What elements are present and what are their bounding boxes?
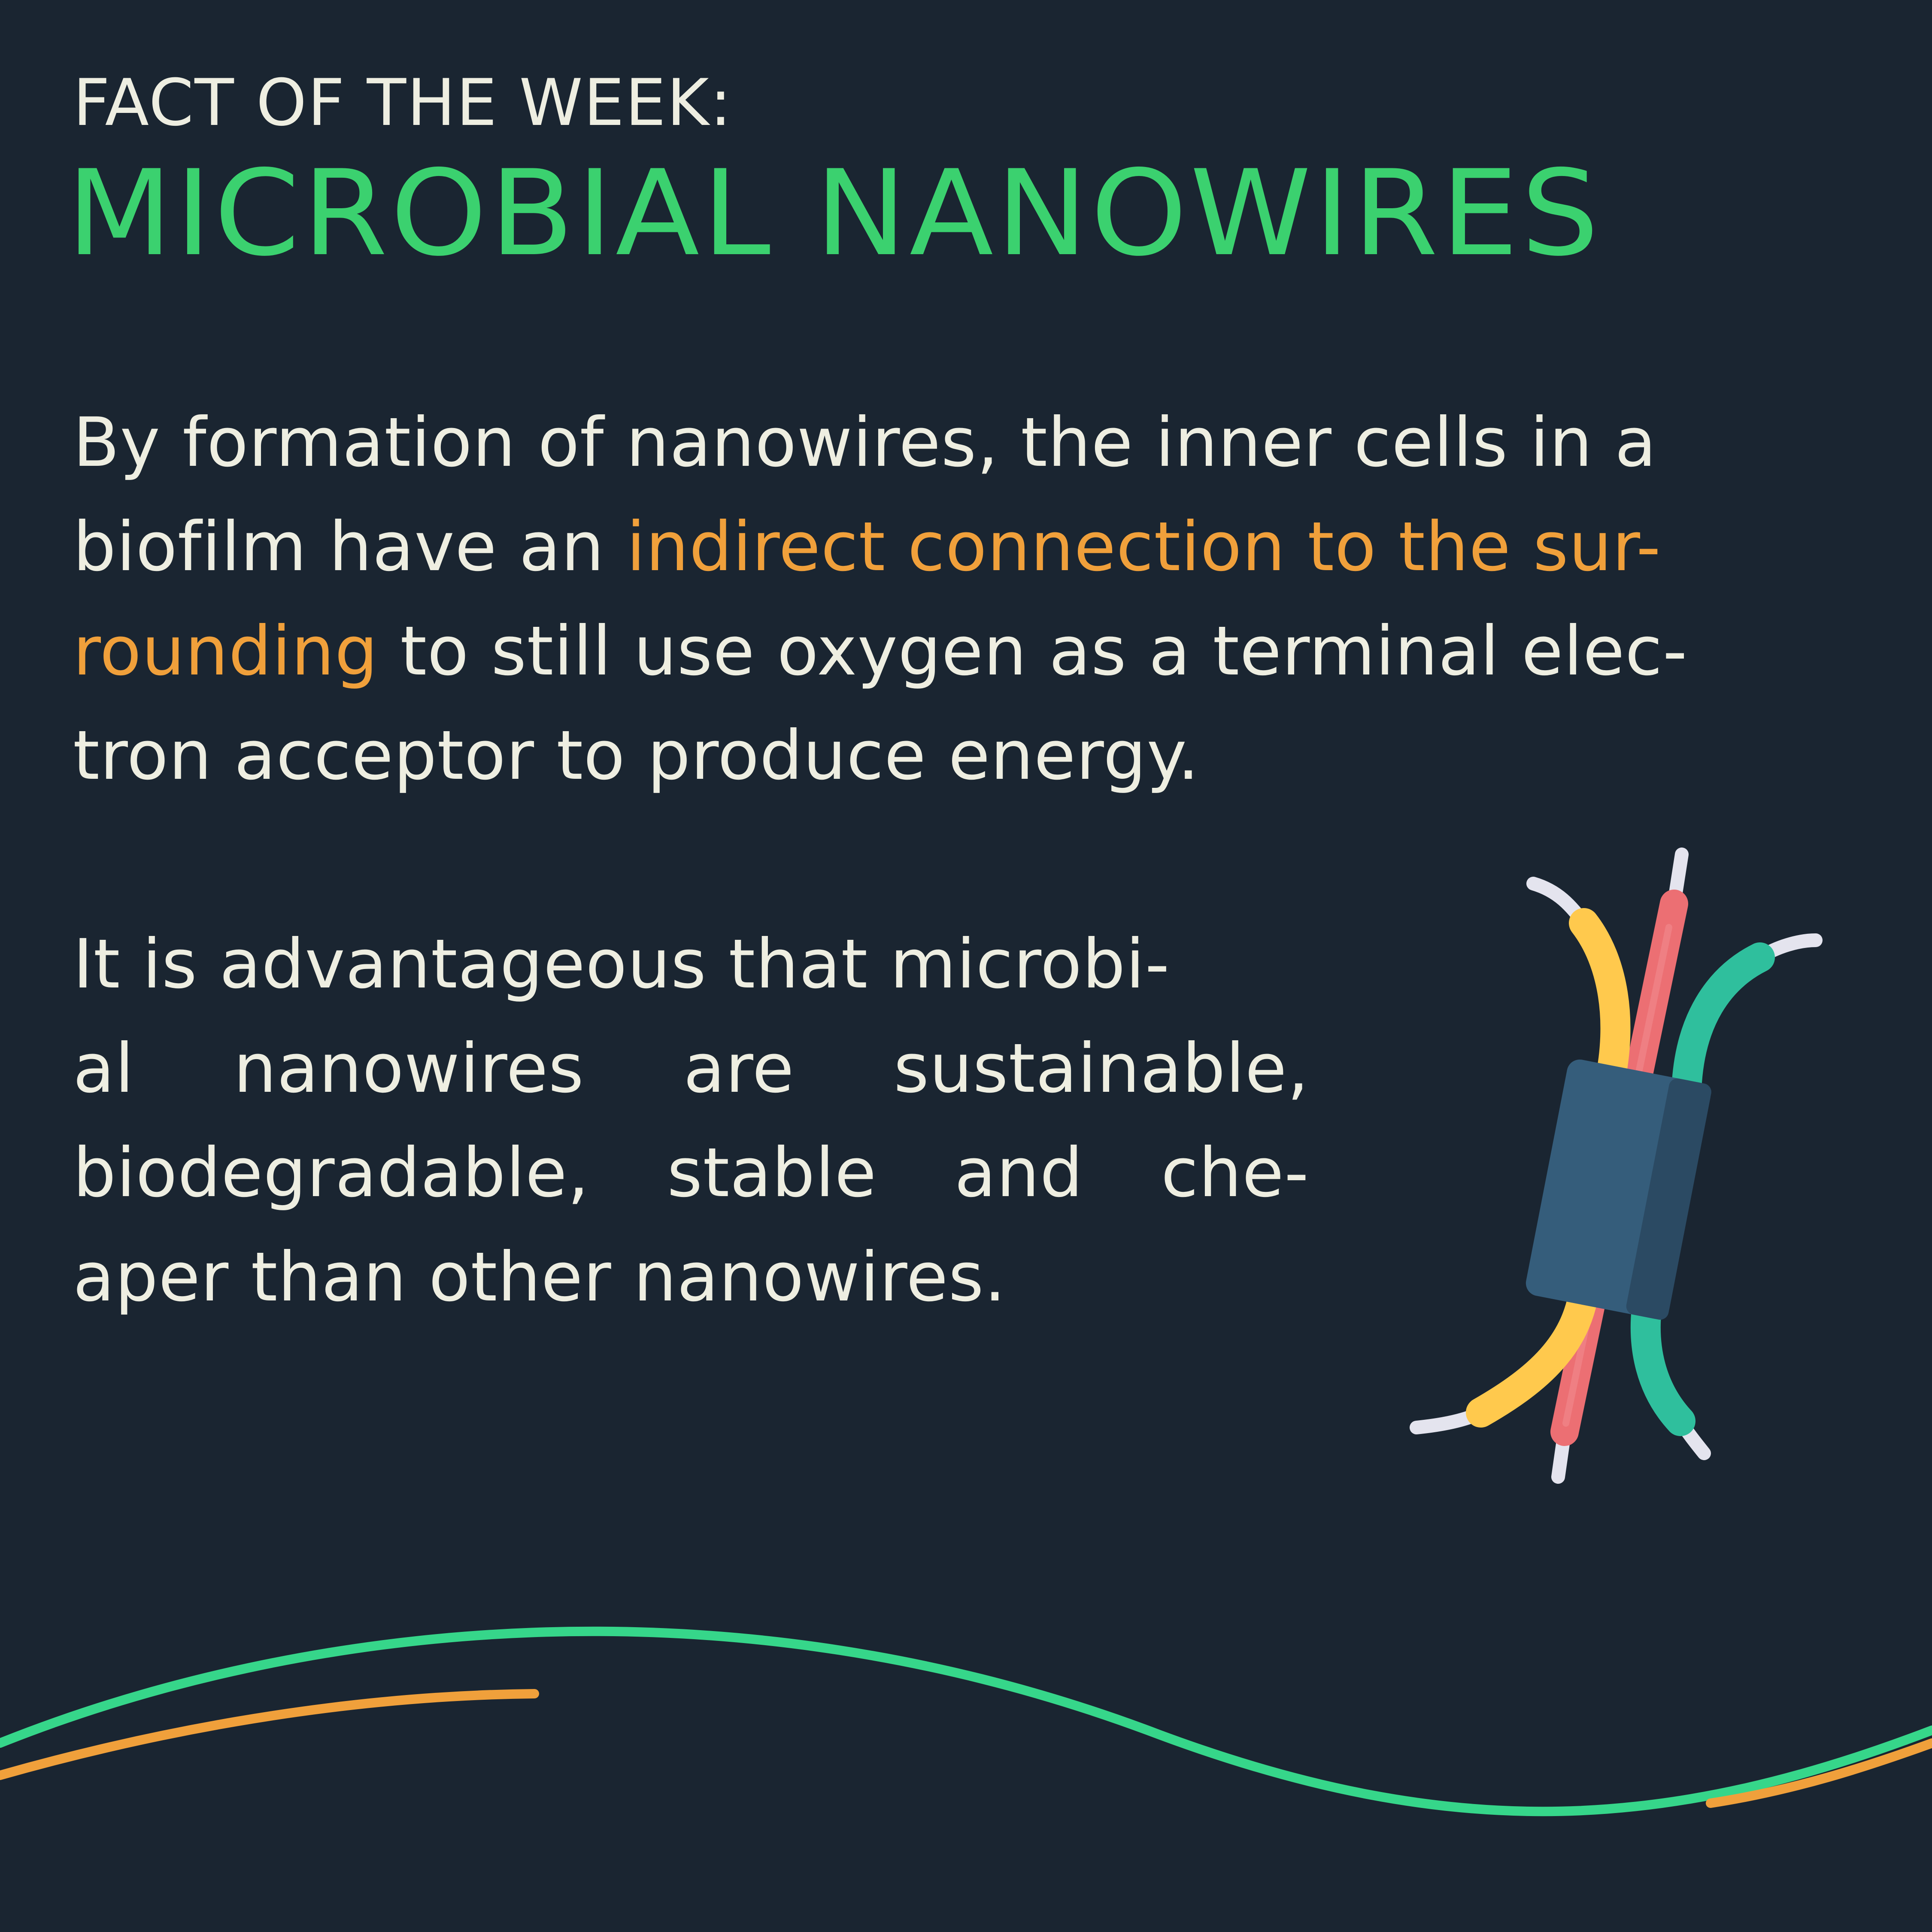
- cable-sleeve: [1526, 1059, 1711, 1320]
- yellow-wire: [1569, 908, 1631, 1097]
- sleeve-shade: [1626, 1078, 1711, 1320]
- word: sustainable,: [893, 1029, 1309, 1108]
- highlighted-text: indirect connection to the sur-: [626, 507, 1661, 586]
- paragraph-line: al nanowires are sustainable,: [73, 1017, 1309, 1121]
- paragraph-line: tron acceptor to produce energy.: [73, 716, 1200, 795]
- paragraph-advantages: It is advantageous that microbi- al nano…: [73, 912, 1309, 1330]
- paragraph-line: By formation of nanowires, the inner cel…: [73, 403, 1657, 482]
- orange-wave-line: [0, 1689, 539, 1780]
- decorative-waves: [0, 1626, 1932, 1817]
- orange-wave-line: [1706, 1738, 1932, 1808]
- word: nanowires: [233, 1029, 584, 1108]
- word: and: [954, 1133, 1083, 1212]
- paragraph-line: biofilm have an indirect connection to t…: [73, 495, 1876, 599]
- paragraph-line: It is advantageous that microbi-: [73, 925, 1170, 1004]
- page-title: MICROBIAL NANOWIRES: [67, 145, 1602, 282]
- word: are: [683, 1029, 795, 1108]
- line-text: to still use oxygen as a terminal elec-: [378, 612, 1688, 691]
- paragraph-nanowire-function: By formation of nanowires, the inner cel…: [73, 391, 1876, 808]
- eyebrow-label: FACT OF THE WEEK:: [73, 66, 733, 140]
- nanowire-cable-bundle-icon: [1410, 848, 1823, 1484]
- green-wave-line: [0, 1626, 1932, 1817]
- word: stable: [667, 1133, 877, 1212]
- word: che-: [1161, 1133, 1309, 1212]
- yellow-wire: [1466, 1277, 1599, 1428]
- highlighted-text: rounding: [73, 612, 379, 691]
- paragraph-line: aper than other nanowires.: [73, 1238, 1007, 1317]
- word: biodegradable,: [73, 1133, 590, 1212]
- teal-wire: [1672, 942, 1775, 1097]
- paragraph-line: rounding to still use oxygen as a termin…: [73, 599, 1876, 704]
- paragraph-line: biodegradable, stable and che-: [73, 1121, 1309, 1225]
- word: al: [73, 1029, 134, 1108]
- line-text: biofilm have an: [73, 507, 627, 586]
